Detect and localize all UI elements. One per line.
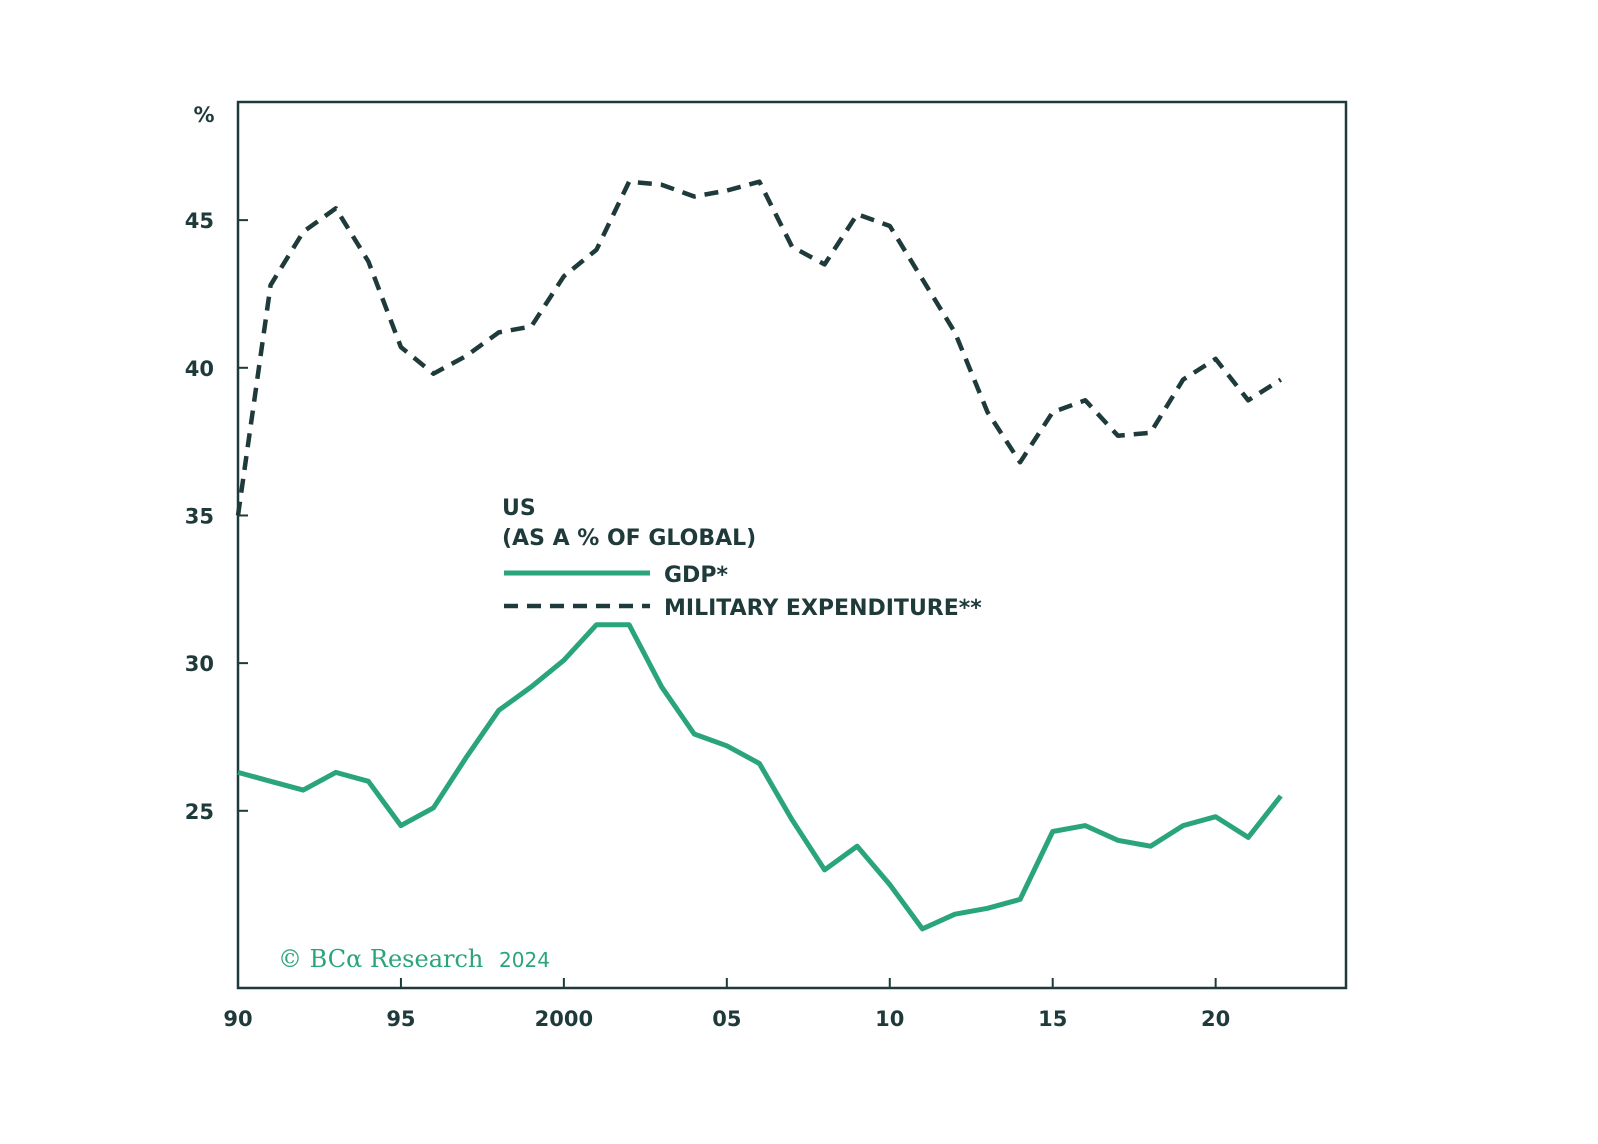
series-line-gdp: [237, 622, 1283, 932]
y-tick-label: 35: [185, 504, 214, 528]
plot-frame: [236, 100, 1348, 990]
legend-label-military: MILITARY EXPENDITURE**: [664, 596, 982, 621]
y-axis-label: %: [193, 103, 214, 127]
legend-label-gdp: GDP*: [664, 563, 728, 588]
x-tick-label: 05: [712, 1007, 741, 1031]
y-tick-label: 40: [185, 357, 214, 381]
credit-name: © BCα Research: [278, 945, 483, 973]
legend-title-line1: US: [502, 496, 536, 521]
credit-text: © BCα Research 2024: [278, 945, 550, 973]
x-tick-label: 95: [386, 1007, 415, 1031]
series-line-military-expenditure: [235, 179, 1283, 516]
x-tick-label: 20: [1201, 1007, 1230, 1031]
x-tick-label: 15: [1038, 1007, 1067, 1031]
x-axis-ticks: 90 95 2000 05 10 15 20: [223, 978, 1230, 1031]
legend: US (AS A % OF GLOBAL) GDP* MILITARY EXPE…: [502, 496, 982, 621]
y-axis-ticks: 25 30 35 40 45: [185, 209, 248, 824]
credit-year: 2024: [499, 948, 550, 972]
y-tick-label: 30: [185, 652, 214, 676]
x-tick-label: 2000: [535, 1007, 593, 1031]
x-tick-label: 90: [223, 1007, 252, 1031]
y-tick-label: 45: [185, 209, 214, 233]
legend-title-line2: (AS A % OF GLOBAL): [502, 526, 756, 551]
x-tick-label: 10: [875, 1007, 904, 1031]
y-tick-label: 25: [185, 800, 214, 824]
